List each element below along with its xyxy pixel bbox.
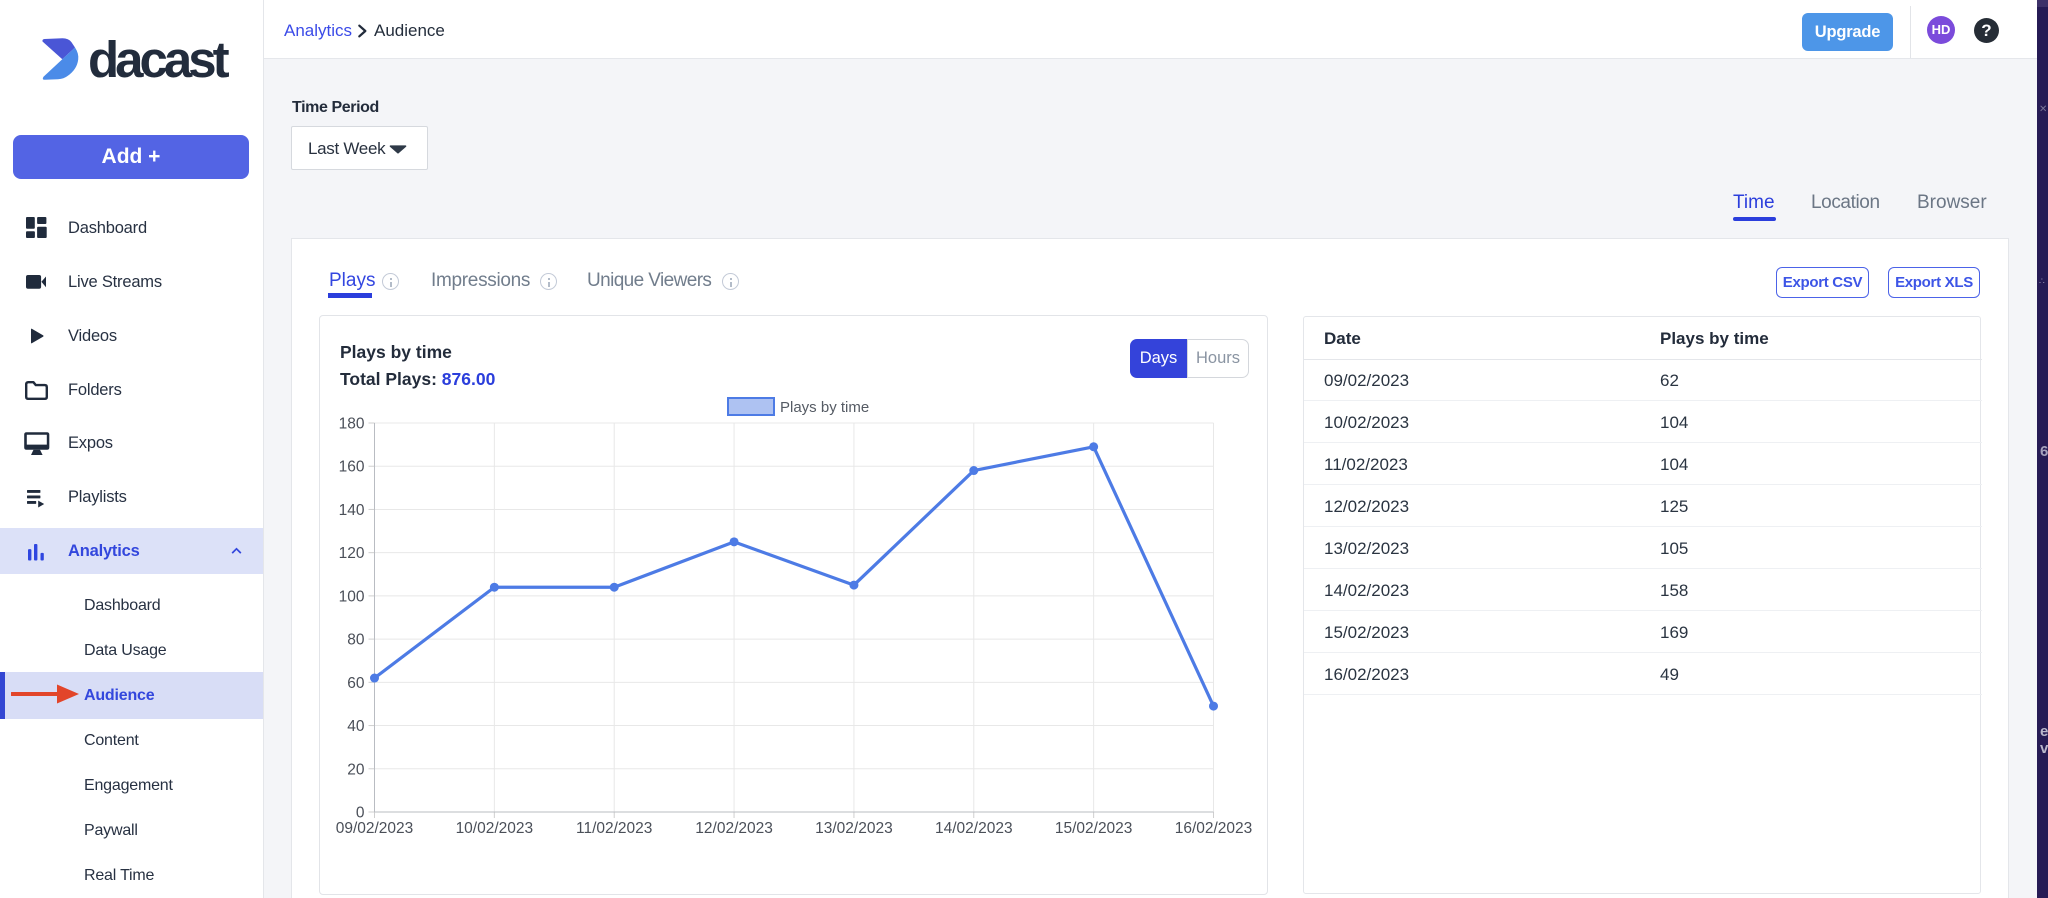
svg-text:40: 40 xyxy=(347,718,365,735)
svg-text:14/02/2023: 14/02/2023 xyxy=(935,820,1013,837)
svg-text:11/02/2023: 11/02/2023 xyxy=(576,820,652,837)
svg-text:60: 60 xyxy=(347,675,365,692)
svg-text:Plays by time: Plays by time xyxy=(780,399,869,416)
svg-text:180: 180 xyxy=(339,416,365,433)
svg-text:160: 160 xyxy=(339,459,365,476)
svg-text:13/02/2023: 13/02/2023 xyxy=(815,820,893,837)
svg-text:10/02/2023: 10/02/2023 xyxy=(456,820,534,837)
svg-text:0: 0 xyxy=(356,805,365,822)
svg-text:09/02/2023: 09/02/2023 xyxy=(336,820,414,837)
svg-text:140: 140 xyxy=(339,502,365,519)
svg-text:12/02/2023: 12/02/2023 xyxy=(695,820,773,837)
svg-text:80: 80 xyxy=(347,632,365,649)
svg-text:120: 120 xyxy=(339,545,365,562)
svg-text:16/02/2023: 16/02/2023 xyxy=(1175,820,1253,837)
svg-text:20: 20 xyxy=(347,761,365,778)
svg-text:100: 100 xyxy=(339,588,365,605)
svg-text:15/02/2023: 15/02/2023 xyxy=(1055,820,1133,837)
